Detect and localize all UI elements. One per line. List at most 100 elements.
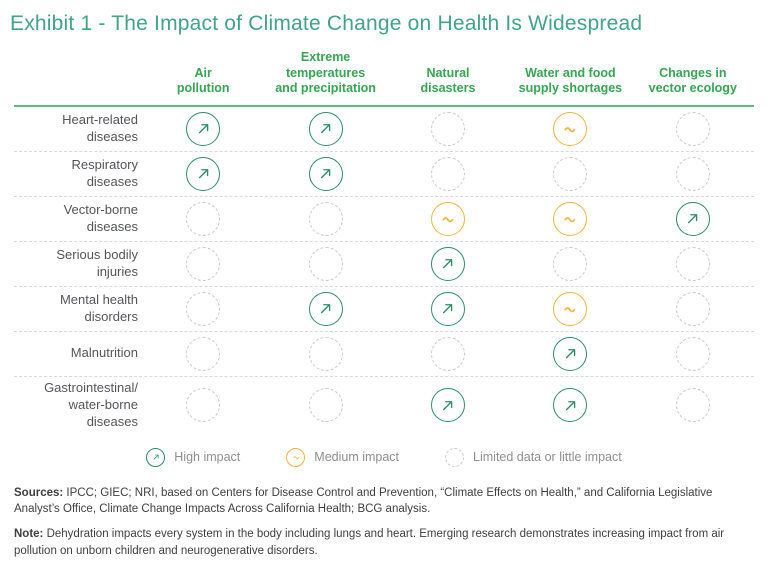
high-impact-icon — [553, 336, 588, 371]
high-impact-icon — [430, 388, 465, 423]
high-impact-icon — [308, 291, 343, 326]
limited-impact-icon — [675, 111, 710, 146]
high-impact-icon — [308, 156, 343, 191]
matrix-row-3: Serious bodily injuries — [14, 242, 754, 287]
matrix-cell — [509, 111, 631, 146]
matrix-cell — [387, 156, 509, 191]
sources-label: Sources: — [14, 486, 64, 499]
matrix-cell — [264, 246, 386, 281]
high-impact-icon — [430, 291, 465, 326]
matrix-cell — [142, 111, 264, 146]
matrix-cell — [387, 111, 509, 146]
matrix-header-row: Air pollution Extreme temperatures and pr… — [14, 50, 754, 107]
limited-impact-icon — [308, 388, 343, 423]
limited-impact-icon — [430, 156, 465, 191]
matrix-cell — [509, 246, 631, 281]
limited-impact-icon — [186, 246, 221, 281]
limited-impact-icon — [308, 201, 343, 236]
impact-matrix: Air pollution Extreme temperatures and pr… — [14, 50, 754, 434]
matrix-cell — [632, 246, 754, 281]
matrix-cell — [509, 336, 631, 371]
matrix-cell — [387, 388, 509, 423]
matrix-cell — [264, 201, 386, 236]
limited-impact-icon — [186, 291, 221, 326]
matrix-cell — [142, 291, 264, 326]
limited-impact-icon — [675, 388, 710, 423]
limited-impact-icon — [445, 447, 465, 467]
matrix-row-0: Heart-related diseases — [14, 107, 754, 152]
row-label: Heart-related diseases — [62, 111, 138, 144]
matrix-cell — [509, 156, 631, 191]
limited-impact-icon — [308, 336, 343, 371]
medium-impact-icon — [553, 201, 588, 236]
footnotes: Sources: IPCC; GIEC; NRI, based on Cente… — [10, 485, 758, 559]
matrix-body: Heart-related diseases Respiratory diseas… — [14, 107, 754, 434]
limited-impact-icon — [186, 336, 221, 371]
matrix-row-4: Mental health disorders — [14, 287, 754, 332]
limited-impact-icon — [186, 388, 221, 423]
limited-impact-icon — [553, 246, 588, 281]
matrix-cell — [142, 336, 264, 371]
matrix-cell — [264, 388, 386, 423]
matrix-cell — [142, 156, 264, 191]
legend-label: High impact — [174, 450, 241, 465]
high-impact-icon — [186, 156, 221, 191]
legend-item-medium: Medium impact — [286, 447, 400, 467]
matrix-cell — [632, 111, 754, 146]
limited-impact-icon — [430, 111, 465, 146]
matrix-cell — [509, 201, 631, 236]
column-header-1: Extreme temperatures and precipitation — [275, 50, 376, 96]
limited-impact-icon — [675, 291, 710, 326]
note-text: Dehydration impacts every system in the … — [14, 528, 725, 557]
high-impact-icon — [675, 201, 710, 236]
matrix-cell — [264, 156, 386, 191]
legend-label: Medium impact — [314, 450, 400, 465]
limited-impact-icon — [186, 201, 221, 236]
note-label: Note: — [14, 528, 44, 541]
matrix-cell — [387, 291, 509, 326]
column-header-4: Changes in vector ecology — [648, 65, 737, 96]
row-label: Vector-borne diseases — [63, 201, 138, 234]
limited-impact-icon — [553, 156, 588, 191]
matrix-cell — [387, 336, 509, 371]
note-line: Note: Dehydration impacts every system i… — [14, 526, 754, 559]
row-label: Malnutrition — [70, 345, 138, 361]
medium-impact-icon — [430, 201, 465, 236]
legend-item-limited: Limited data or little impact — [445, 447, 622, 467]
matrix-cell — [264, 111, 386, 146]
matrix-cell — [632, 156, 754, 191]
matrix-cell — [142, 388, 264, 423]
limited-impact-icon — [430, 336, 465, 371]
limited-impact-icon — [308, 246, 343, 281]
high-impact-icon — [553, 388, 588, 423]
matrix-cell — [632, 201, 754, 236]
matrix-cell — [632, 291, 754, 326]
sources-line: Sources: IPCC; GIEC; NRI, based on Cente… — [14, 485, 754, 518]
high-impact-icon — [430, 246, 465, 281]
matrix-cell — [632, 388, 754, 423]
high-impact-icon — [146, 447, 166, 467]
limited-impact-icon — [675, 246, 710, 281]
matrix-row-5: Malnutrition — [14, 332, 754, 377]
column-header-2: Natural disasters — [420, 65, 476, 96]
limited-impact-icon — [675, 156, 710, 191]
matrix-row-6: Gastrointestinal/ water-borne diseases — [14, 377, 754, 434]
row-label: Gastrointestinal/ water-borne diseases — [44, 379, 138, 429]
matrix-cell — [142, 201, 264, 236]
row-label: Serious bodily injuries — [56, 246, 138, 279]
legend-item-high: High impact — [146, 447, 241, 467]
row-label: Respiratory diseases — [71, 156, 138, 189]
matrix-row-1: Respiratory diseases — [14, 152, 754, 197]
exhibit-title: Exhibit 1 - The Impact of Climate Change… — [10, 12, 643, 35]
matrix-cell — [632, 336, 754, 371]
high-impact-icon — [186, 111, 221, 146]
row-label: Mental health disorders — [59, 291, 138, 324]
column-header-3: Water and food supply shortages — [518, 65, 623, 96]
high-impact-icon — [308, 111, 343, 146]
sources-text: IPCC; GIEC; NRI, based on Centers for Di… — [14, 486, 713, 515]
matrix-cell — [387, 201, 509, 236]
matrix-row-2: Vector-borne diseases — [14, 197, 754, 242]
medium-impact-icon — [286, 447, 306, 467]
legend-label: Limited data or little impact — [473, 450, 622, 465]
